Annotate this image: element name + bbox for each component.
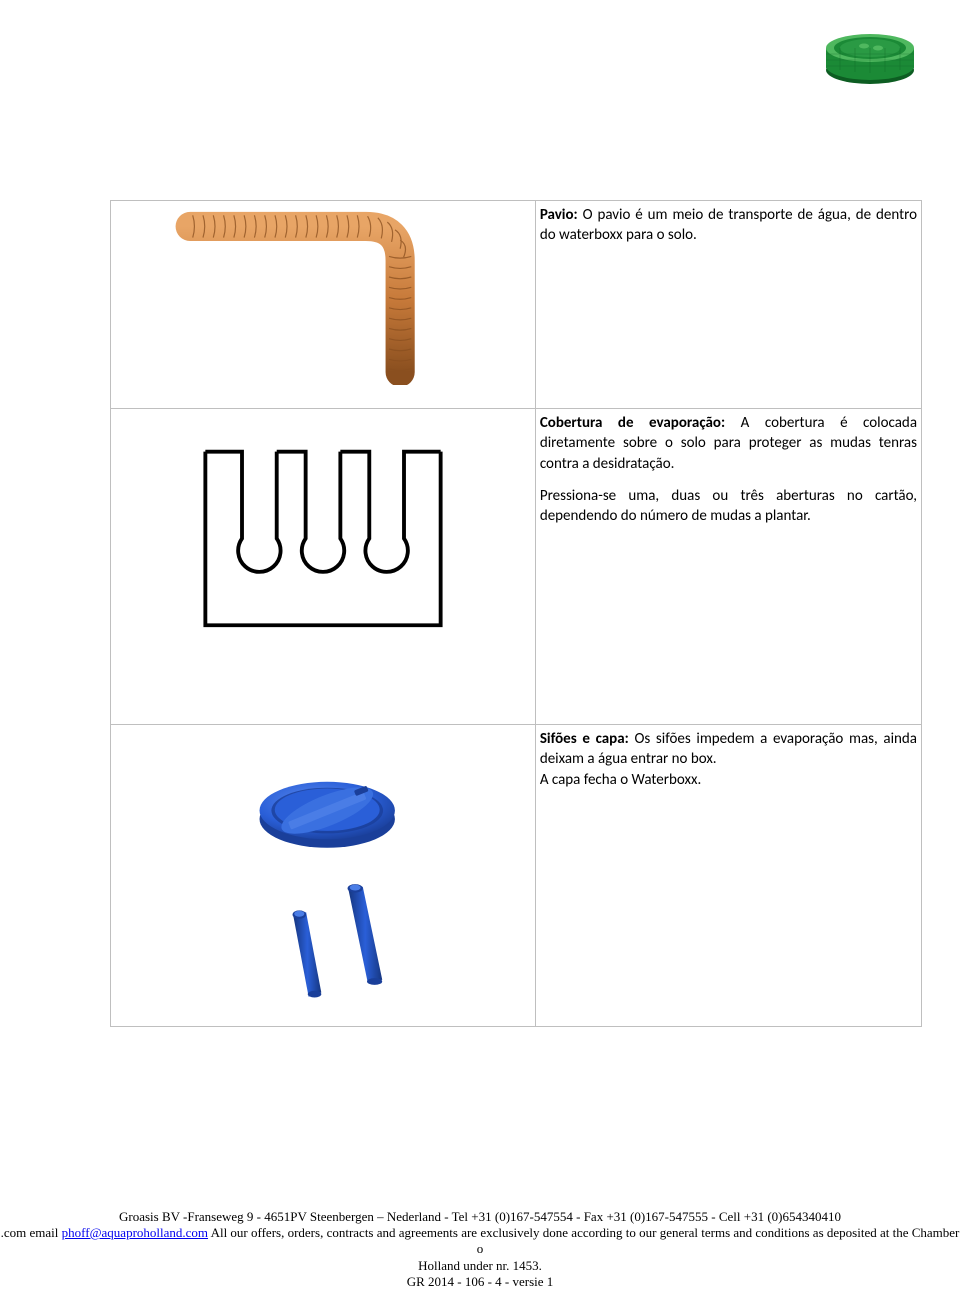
footer-email-link[interactable]: phoff@aquaproholland.com bbox=[62, 1225, 208, 1240]
body-siphons-2: A capa fecha o Waterboxx. bbox=[540, 770, 917, 790]
footer: Groasis BV -Franseweg 9 - 4651PV Steenbe… bbox=[0, 1207, 960, 1292]
body-cover-2: Pressiona-se uma, duas ou três aberturas… bbox=[540, 486, 917, 527]
image-cell-cover bbox=[111, 409, 536, 725]
footer-line-3: Holland under nr. 1453. bbox=[0, 1258, 960, 1274]
footer-email-label: email bbox=[26, 1225, 61, 1240]
title-wick: Pavio: bbox=[540, 206, 578, 224]
para-siphons-1: Sifões e capa: Os sifões impedem a evapo… bbox=[540, 729, 917, 770]
footer-post: All our offers, orders, contracts and ag… bbox=[208, 1225, 959, 1256]
text-cell-wick: Pavio: O pavio é um meio de transporte d… bbox=[535, 201, 921, 409]
footer-line-4: GR 2014 - 106 - 4 - versie 1 bbox=[0, 1274, 960, 1290]
para-cover-1: Cobertura de evaporação: A cobertura é c… bbox=[540, 413, 917, 474]
title-siphons: Sifões e capa: bbox=[540, 730, 629, 748]
body-wick: O pavio é um meio de transporte de água,… bbox=[540, 206, 917, 244]
footer-com: .com bbox=[1, 1225, 27, 1240]
text-cell-cover: Cobertura de evaporação: A cobertura é c… bbox=[535, 409, 921, 725]
logo-waterboxx bbox=[820, 18, 920, 88]
text-cell-siphons: Sifões e capa: Os sifões impedem a evapo… bbox=[535, 725, 921, 1027]
table-row: Sifões e capa: Os sifões impedem a evapo… bbox=[111, 725, 922, 1027]
image-cell-wick bbox=[111, 201, 536, 409]
content-table: Pavio: O pavio é um meio de transporte d… bbox=[110, 200, 922, 1027]
title-cover: Cobertura de evaporação: bbox=[540, 414, 725, 432]
footer-line-1: Groasis BV -Franseweg 9 - 4651PV Steenbe… bbox=[0, 1209, 960, 1225]
para-wick: Pavio: O pavio é um meio de transporte d… bbox=[540, 205, 917, 246]
image-cell-siphons bbox=[111, 725, 536, 1027]
footer-line-2: .com email phoff@aquaproholland.com All … bbox=[0, 1225, 960, 1258]
table-row: Cobertura de evaporação: A cobertura é c… bbox=[111, 409, 922, 725]
table-row: Pavio: O pavio é um meio de transporte d… bbox=[111, 201, 922, 409]
